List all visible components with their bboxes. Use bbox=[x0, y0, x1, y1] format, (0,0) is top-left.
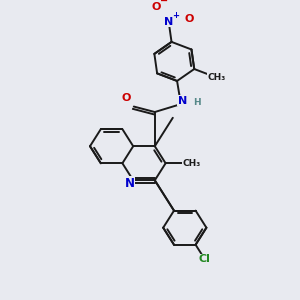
Text: CH₃: CH₃ bbox=[183, 159, 201, 168]
Text: O: O bbox=[184, 14, 194, 24]
Text: CH₃: CH₃ bbox=[207, 73, 226, 82]
Text: Cl: Cl bbox=[199, 254, 211, 264]
Text: N: N bbox=[124, 177, 135, 190]
Text: O: O bbox=[151, 2, 160, 11]
Text: N: N bbox=[164, 16, 173, 27]
Text: O: O bbox=[122, 93, 131, 103]
Text: −: − bbox=[160, 0, 168, 6]
Text: H: H bbox=[193, 98, 201, 107]
Text: N: N bbox=[178, 95, 187, 106]
Text: +: + bbox=[172, 11, 179, 20]
